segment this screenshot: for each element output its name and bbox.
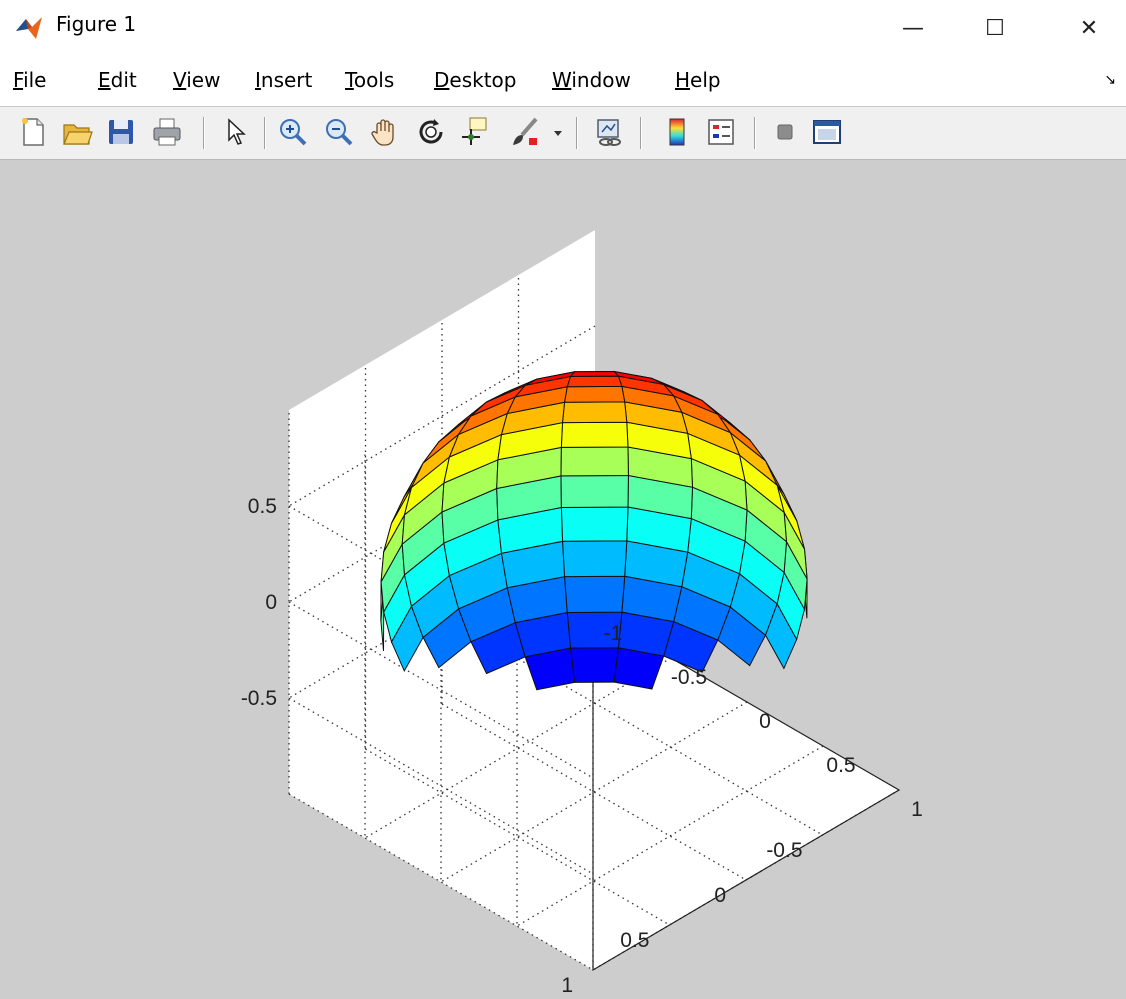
grid-line	[518, 658, 823, 836]
zoom-in-icon[interactable]	[276, 115, 310, 149]
close-button[interactable]: ✕	[1079, 15, 1099, 41]
new-figure-icon[interactable]	[16, 115, 50, 149]
y-tick-label: -0.5	[766, 839, 802, 862]
menu-file[interactable]: File	[13, 68, 47, 92]
window-title: Figure 1	[56, 12, 137, 36]
sphere-surface-plot[interactable]: -0.5 0 0.5 1 0.5 0 -0.5 -1 -0.5 0 0.5 1	[0, 160, 1126, 999]
matlab-logo-icon	[16, 17, 42, 39]
menu-window[interactable]: Window	[552, 68, 631, 92]
menu-tools[interactable]: Tools	[345, 68, 395, 92]
sphere-face	[560, 421, 629, 448]
figure-canvas[interactable]: -0.5 0 0.5 1 0.5 0 -0.5 -1 -0.5 0 0.5 1	[0, 160, 1126, 999]
figure-toolbar	[0, 106, 1126, 160]
x-tick-label: -0.5	[671, 666, 707, 689]
sphere-face	[560, 474, 629, 509]
menu-view[interactable]: View	[173, 68, 221, 92]
x-tick-label: 0	[759, 710, 771, 733]
x-tick-label: -1	[604, 622, 623, 645]
zoom-out-icon[interactable]	[322, 115, 356, 149]
colorbar-icon[interactable]	[660, 115, 694, 149]
pan-icon[interactable]	[368, 115, 402, 149]
z-tick-label: 0	[265, 591, 277, 614]
print-icon[interactable]	[150, 115, 184, 149]
maximize-button[interactable]: ☐	[985, 15, 1005, 41]
edit-plot-icon[interactable]	[218, 115, 252, 149]
y-tick-label: 1	[561, 974, 573, 997]
rotate-3d-icon[interactable]	[414, 115, 448, 149]
minimize-button[interactable]: —	[902, 15, 924, 41]
menu-desktop[interactable]: Desktop	[434, 68, 517, 92]
y-tick-label: 0	[714, 884, 726, 907]
sphere-face	[566, 375, 623, 388]
legend-icon[interactable]	[704, 115, 738, 149]
grid-line	[516, 542, 824, 928]
show-plot-tools-icon[interactable]	[810, 115, 844, 149]
y-tick-label: 0.5	[620, 929, 649, 952]
menu-help[interactable]: Help	[675, 68, 721, 92]
grid-line	[364, 454, 672, 840]
grid-line	[365, 748, 670, 926]
sphere-face	[564, 385, 626, 403]
menu-insert[interactable]: Insert	[255, 68, 313, 92]
dock-figure-button[interactable]: ↘	[1104, 72, 1116, 88]
axis-line	[592, 586, 901, 972]
grid-line	[288, 601, 594, 779]
sphere-face	[560, 506, 629, 542]
sphere-face	[562, 540, 628, 578]
data-cursor-icon[interactable]	[458, 115, 492, 149]
brush-icon[interactable]	[508, 115, 542, 149]
grid-line	[441, 703, 747, 881]
z-tick-label: 0.5	[248, 495, 277, 518]
brush-dropdown-icon[interactable]	[550, 115, 566, 149]
sphere-face	[564, 575, 626, 614]
link-plot-icon[interactable]	[592, 115, 626, 149]
x-tick-label: 1	[911, 798, 923, 821]
z-tick-label: -0.5	[241, 687, 277, 710]
sphere-face	[560, 446, 629, 477]
save-icon[interactable]	[104, 115, 138, 149]
hide-plot-tools-icon[interactable]	[768, 115, 802, 149]
sphere-face	[570, 647, 619, 683]
menu-edit[interactable]: Edit	[98, 68, 137, 92]
menu-bar: File Edit View Insert Tools Desktop Wind…	[0, 60, 1126, 104]
open-file-icon[interactable]	[60, 115, 94, 149]
x-tick-label: 0.5	[826, 754, 855, 777]
grid-line	[288, 793, 594, 971]
grid-line	[288, 697, 594, 875]
title-bar: Figure 1 — ☐ ✕	[0, 0, 1126, 56]
sphere-face	[562, 401, 628, 424]
